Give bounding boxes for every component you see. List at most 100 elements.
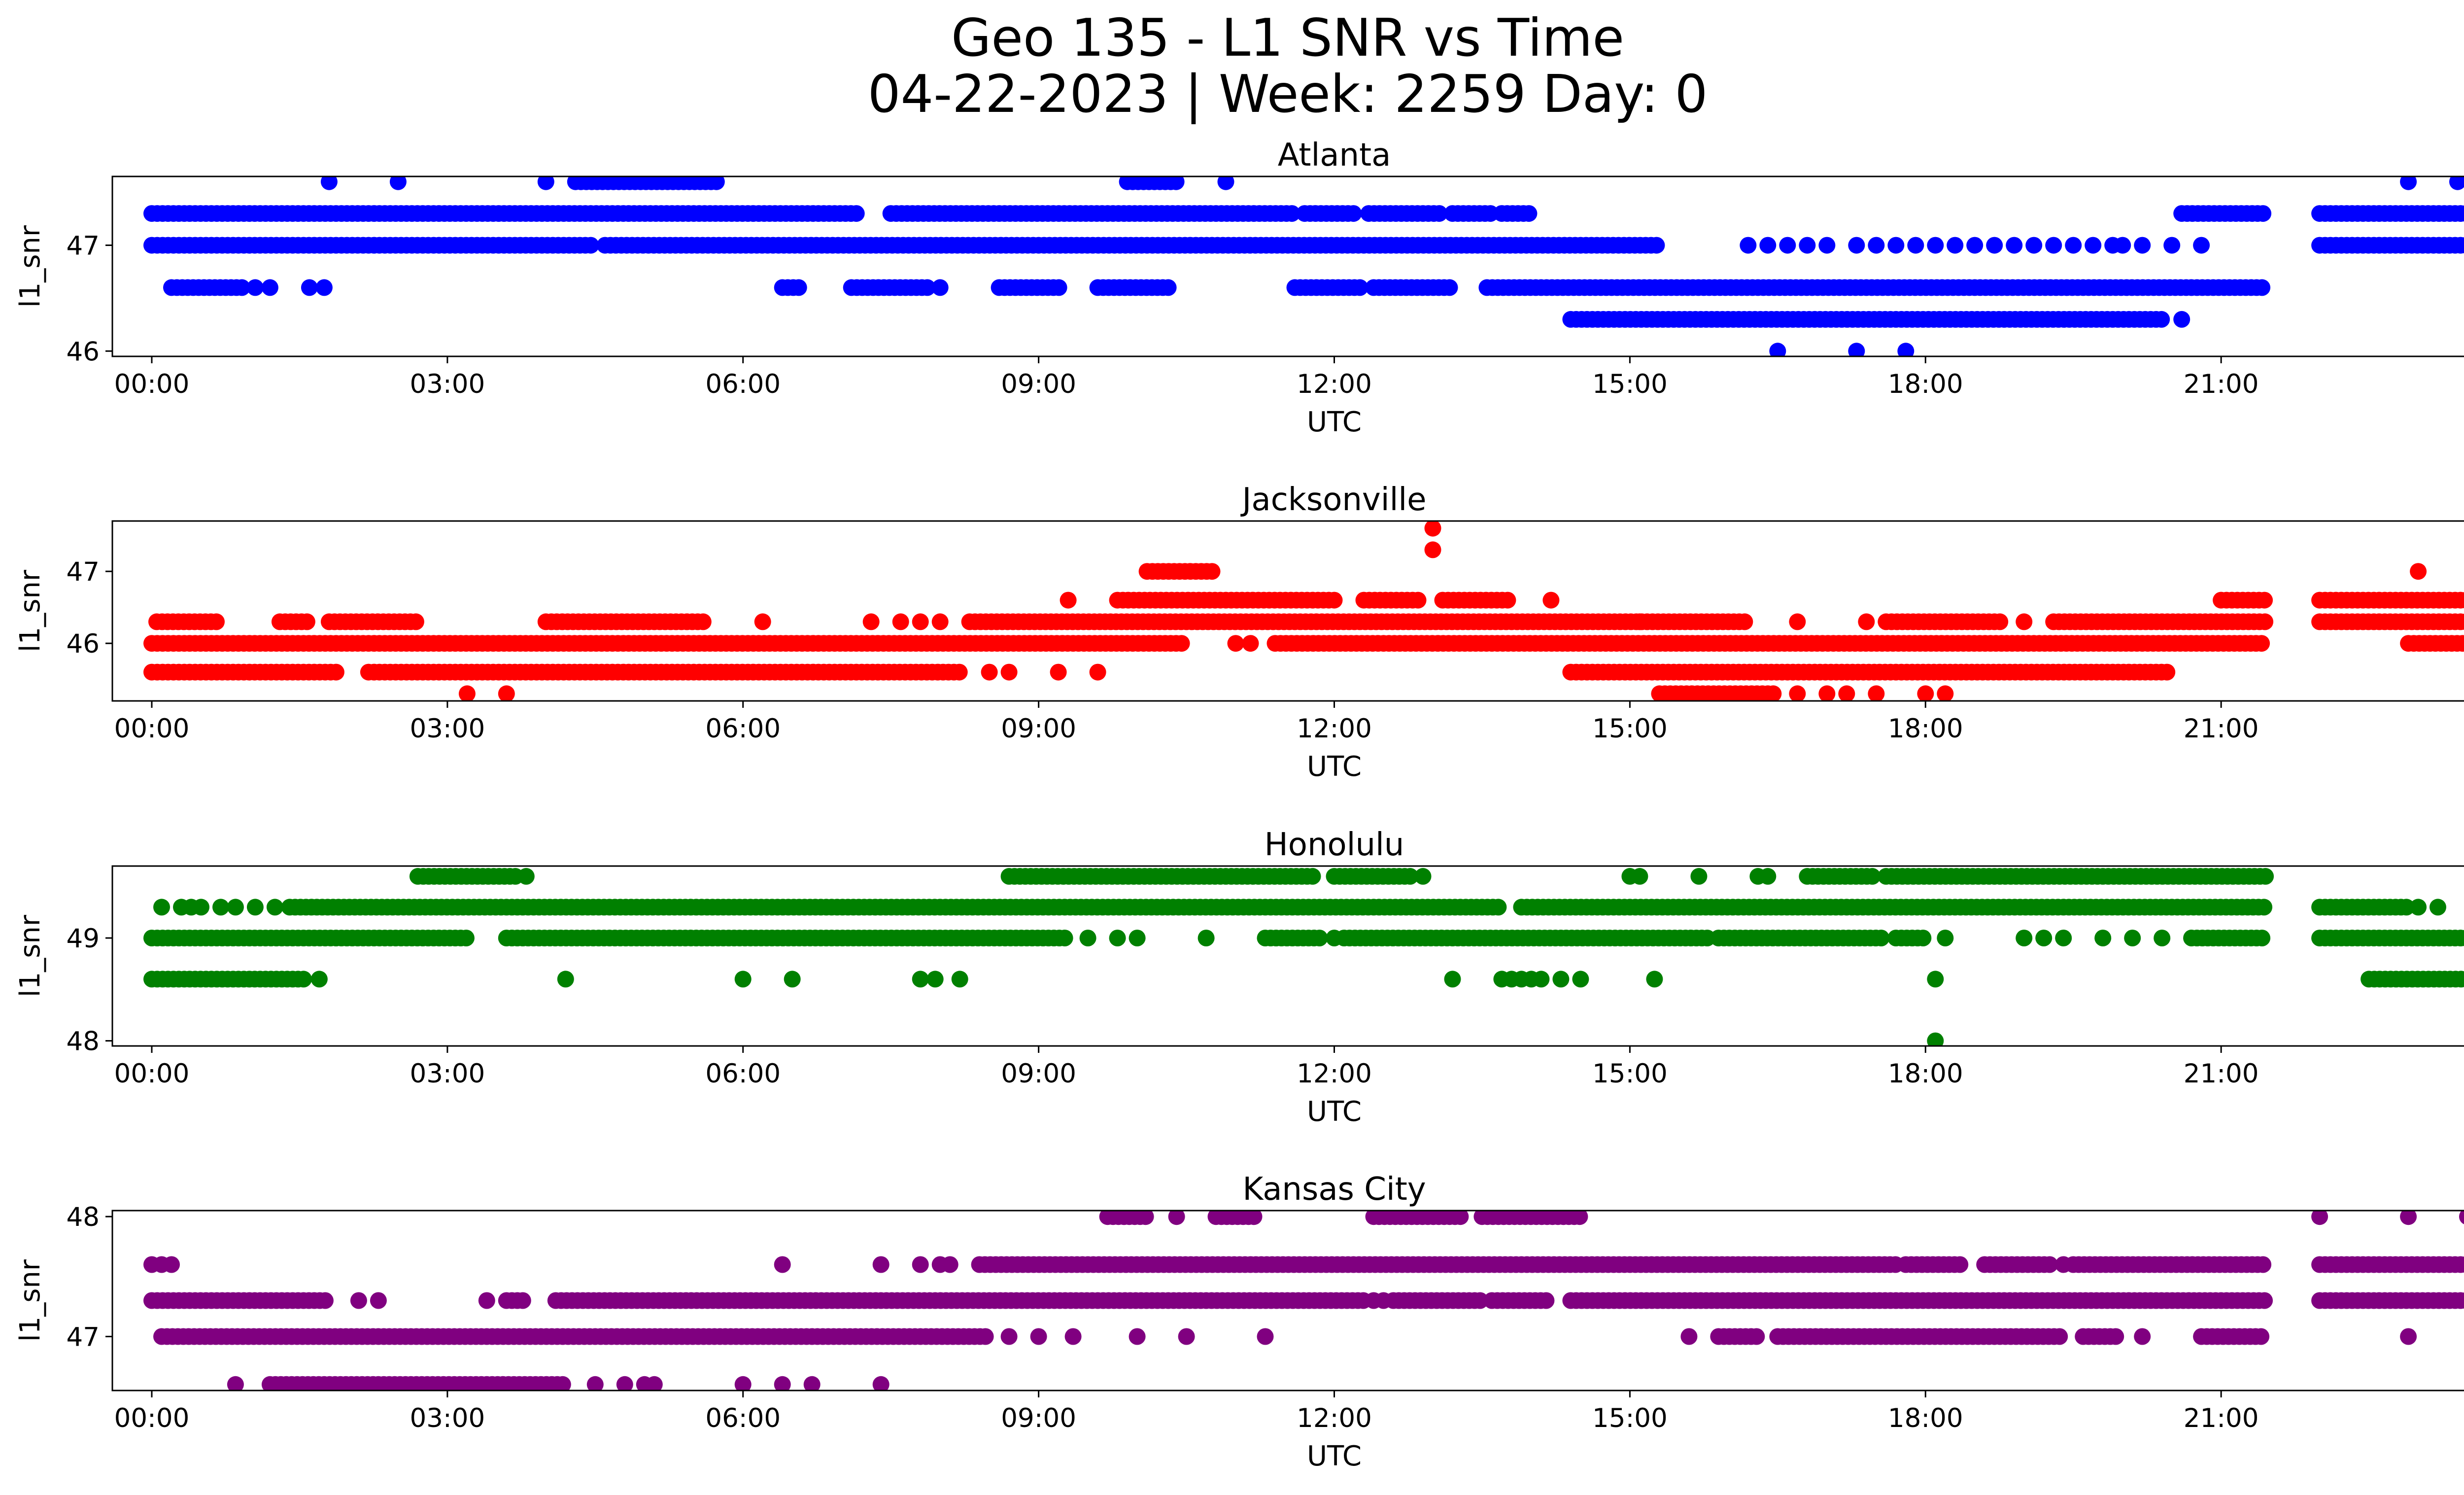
data-point [295,971,312,988]
data-point [1848,237,1865,254]
data-point [734,1376,752,1391]
x-tick-label: 18:00 [1888,1059,1963,1089]
data-point [227,1376,244,1391]
data-point [1345,205,1362,222]
data-point [301,279,318,296]
y-tick-label: 47 [67,1322,100,1353]
data-point [1326,930,1343,946]
data-point [1257,1328,1274,1345]
data-point [1452,1211,1469,1225]
data-points [143,521,2464,701]
data-point [872,1256,890,1273]
y-axis-label: l1_snr [14,914,46,997]
data-point [1937,930,1954,946]
y-axis-label: l1_snr [14,1259,46,1342]
data-point [1499,591,1516,609]
data-point [2256,1292,2273,1309]
y-axis-label: l1_snr [14,225,46,308]
data-point [774,1256,791,1273]
data-point [1897,343,1915,356]
data-point [2134,237,2151,254]
data-point [2430,899,2446,916]
data-point [2255,205,2272,222]
data-point [1907,237,1924,254]
data-point [892,613,909,630]
x-tick-label: 21:00 [2184,1059,2259,1089]
data-point [1740,237,1757,254]
data-point [1217,176,1234,190]
data-point [537,176,554,190]
x-tick-label: 12:00 [1297,1059,1372,1089]
x-tick-label: 21:00 [2184,369,2259,399]
data-point [1864,868,1881,885]
data-point [2458,592,2464,609]
data-point [1168,1211,1185,1225]
data-points [143,176,2464,356]
data-point [1690,868,1708,885]
data-point [2114,237,2131,254]
data-point [266,899,283,916]
data-point [1966,237,1984,254]
data-point [2193,237,2210,254]
data-point [1167,176,1185,190]
data-point [458,685,476,701]
data-point [1472,1292,1489,1309]
data-point [153,899,170,916]
data-point [2400,176,2417,190]
data-point [1409,591,1427,609]
data-point [1648,237,1665,254]
data-point [951,971,968,988]
data-point [407,613,424,630]
data-point [1542,591,1560,609]
data-point [1198,930,1215,946]
data-point [2016,613,2033,630]
data-point [498,685,515,701]
subplot-kansas-city: Kansas City 00:00 03:00 06:00 09:00 12:00 15:0… [14,1171,2464,1472]
data-point [514,1292,531,1309]
data-point [1915,930,1932,946]
data-point [1178,1328,1195,1345]
x-axis-label: UTC [1307,751,1362,783]
data-point [2255,1256,2272,1273]
x-axis-label: UTC [1307,1096,1362,1128]
data-point [919,279,936,296]
data-point [1414,868,1432,885]
y-tick-label: 47 [67,557,100,587]
data-point [774,1376,791,1391]
data-points [143,1211,2464,1391]
data-point [1838,685,1855,701]
data-point [1947,237,1964,254]
data-point [931,613,949,630]
data-point [554,1376,571,1391]
axes-frame [111,175,2464,357]
data-point [1056,930,1073,946]
data-point [872,1376,890,1391]
data-point [1000,663,1018,681]
data-point [708,176,725,190]
subplot-atlanta: Atlanta 00:00 03:00 06:00 09:00 12:00 15:00 18:… [14,137,2464,438]
data-point [2085,237,2102,254]
data-point [2458,1292,2464,1309]
data-point [1089,663,1106,681]
data-point [1064,1328,1082,1345]
data-point [1873,930,1890,946]
data-point [1402,868,1419,885]
data-point [912,971,929,988]
data-point [2400,1328,2417,1345]
data-point [1129,930,1146,946]
data-point [2153,311,2170,328]
y-tick-label: 46 [67,337,100,367]
data-point [2055,930,2072,946]
chart-title: Geo 135 - L1 SNR vs Time [951,8,1624,68]
data-point [1109,930,1126,946]
y-axis-label: l1_snr [14,569,46,652]
data-point [1848,343,1865,356]
data-point [1631,613,1648,630]
data-point [1951,1256,1969,1273]
data-point [1571,1211,1588,1225]
data-point [2158,663,2176,681]
y-tick-label: 46 [67,629,100,659]
data-point [1986,237,2003,254]
data-point [912,1256,929,1273]
